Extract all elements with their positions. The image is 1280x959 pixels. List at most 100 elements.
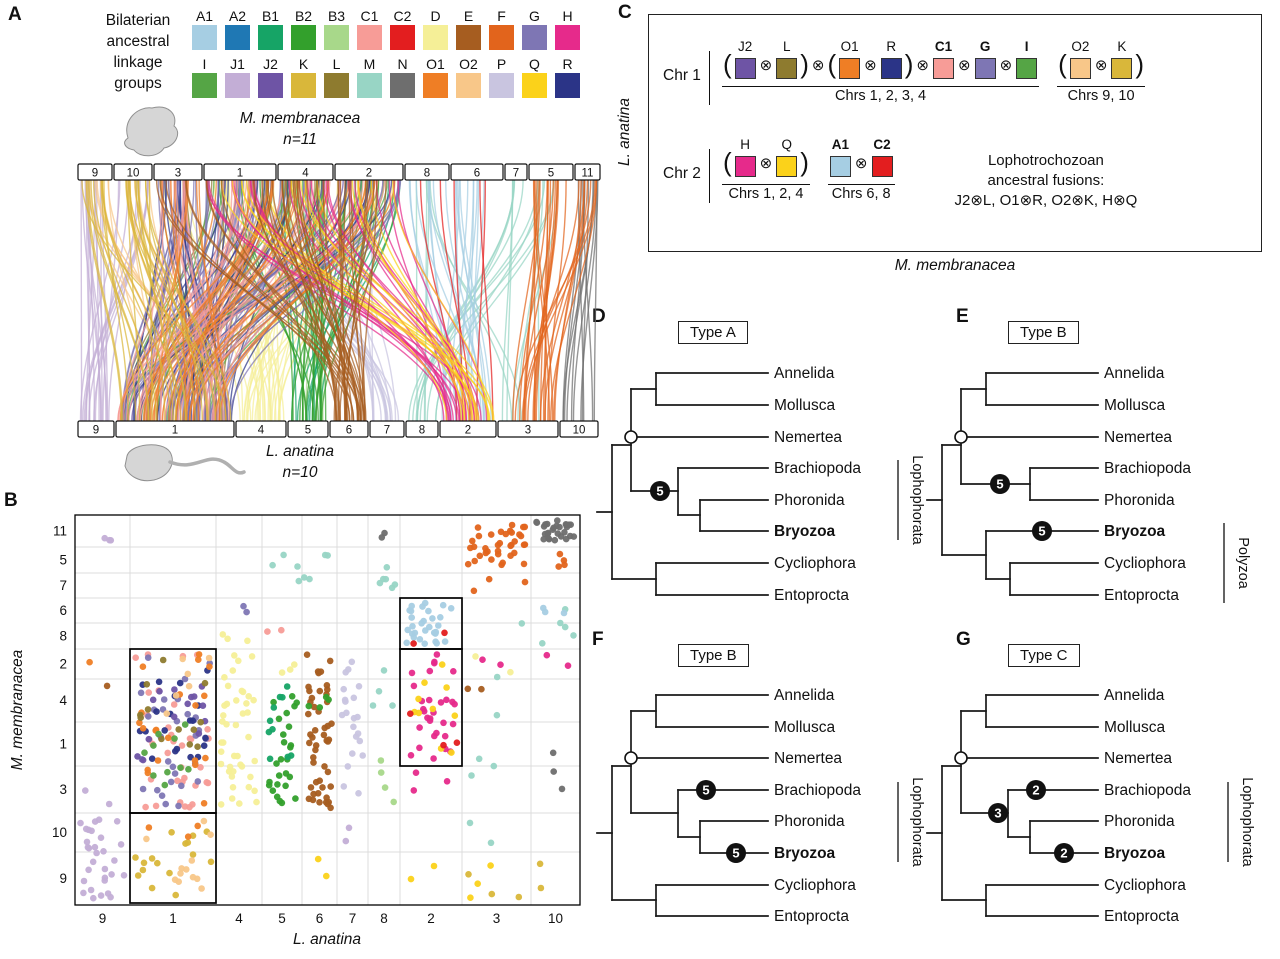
scatter-point xyxy=(154,757,162,764)
alg-token: R xyxy=(880,39,902,79)
legend-item-label: B1 xyxy=(261,8,280,24)
fusion-operator: ⊗ xyxy=(854,155,868,172)
scatter-point xyxy=(205,654,213,662)
scatter-point xyxy=(488,556,495,563)
x-tick-label: 5 xyxy=(278,911,286,926)
chromosome-box xyxy=(203,163,277,181)
scatter-point xyxy=(184,670,192,678)
x-tick-label: 9 xyxy=(99,911,107,926)
scatter-point xyxy=(550,524,557,532)
scatter-point xyxy=(408,669,416,677)
scatter-point xyxy=(319,784,326,791)
scatter-point xyxy=(551,536,559,544)
chromosome-box-label: 7 xyxy=(513,167,519,179)
fusion-tokens: A1 ⊗ C2 xyxy=(828,137,895,177)
scatter-point xyxy=(221,674,228,681)
scatter-point xyxy=(149,696,157,704)
alg-token-swatch xyxy=(1069,58,1091,79)
scatter-point xyxy=(421,640,429,647)
scatter-point xyxy=(185,682,193,690)
paren: ( xyxy=(827,49,837,79)
scatter-point xyxy=(410,634,418,641)
legend-item: A2 xyxy=(225,8,250,50)
scatter-point xyxy=(251,757,258,765)
scatter-point xyxy=(418,620,425,627)
scatter-point xyxy=(479,656,486,663)
scatter-point xyxy=(314,855,322,863)
oxford-dot-plot: 11 5 7 6 8 2 4 1 3 10 9 9 1 4 5 6 7 8 2 3 10 L. anatina M. mem… xyxy=(9,514,581,948)
scatter-point xyxy=(407,710,414,717)
scatter-point xyxy=(97,834,105,841)
chromosome-box-label: 11 xyxy=(582,167,594,179)
scatter-point xyxy=(219,631,227,638)
scatter-point xyxy=(176,679,184,687)
scatter-point xyxy=(204,726,211,733)
chromosome-box xyxy=(77,420,115,438)
synteny-ribbon xyxy=(525,179,538,422)
chromosome-box xyxy=(439,420,497,438)
scatter-point xyxy=(228,795,236,802)
fusion-count-badge xyxy=(1032,521,1052,541)
scatter-point xyxy=(217,801,225,808)
fusion-count-value: 2 xyxy=(1060,846,1067,861)
chromosome-box xyxy=(77,163,113,181)
synteny-ribbon xyxy=(220,179,338,422)
scatter-point xyxy=(345,824,353,832)
scatter-point xyxy=(300,574,308,581)
scatter-point xyxy=(507,552,514,559)
scatter-point xyxy=(310,754,317,761)
chromosome-box xyxy=(153,163,203,181)
scatter-point xyxy=(194,743,201,750)
scatter-point xyxy=(533,518,540,526)
scatter-point xyxy=(344,763,352,770)
synteny-ribbon xyxy=(514,179,596,422)
taxon-label: Brachiopoda xyxy=(774,782,861,799)
legend-item: J2 xyxy=(258,56,283,98)
synteny-ribbon xyxy=(174,179,187,422)
taxon-label: Cycliophora xyxy=(774,877,856,894)
scatter-point xyxy=(192,702,199,709)
taxon-label: Cycliophora xyxy=(1104,555,1186,572)
chromosome-box-label: 10 xyxy=(573,424,586,436)
scatter-point xyxy=(253,798,260,806)
legend-color-swatch xyxy=(324,25,349,50)
fusion-count-value: 5 xyxy=(1038,524,1045,539)
scatter-point xyxy=(150,772,157,779)
fusion-tokens: (H ⊗ Q) xyxy=(722,137,810,177)
scatter-point xyxy=(144,769,152,777)
paren: ) xyxy=(1135,49,1145,79)
fusion-operator: ⊗ xyxy=(759,57,773,74)
scatter-point xyxy=(145,689,152,696)
alg-token: K xyxy=(1111,39,1133,79)
scatter-point xyxy=(309,734,316,741)
scatter-point xyxy=(439,601,447,609)
scatter-point xyxy=(232,721,240,729)
synteny-ribbon xyxy=(135,179,177,422)
alg-token-label: G xyxy=(979,39,991,54)
scatter-point xyxy=(171,876,179,883)
x-tick-label: 8 xyxy=(380,911,388,926)
scatter-point xyxy=(170,713,178,721)
legend-color-swatch xyxy=(192,73,217,98)
alg-token-label: L xyxy=(782,39,791,54)
scatter-point xyxy=(341,696,349,704)
scatter-point xyxy=(543,520,551,528)
scatter-point xyxy=(476,552,484,560)
scatter-point xyxy=(145,735,153,743)
scatter-point xyxy=(448,749,455,756)
scatter-point xyxy=(416,744,423,752)
scatter-point xyxy=(327,804,334,812)
scatter-point xyxy=(251,787,258,795)
synteny-ribbon xyxy=(267,179,365,422)
legend-item: B3 xyxy=(324,8,349,50)
scatter-point xyxy=(310,790,317,798)
synteny-ribbon-plot: 9 10 3 1 4 2 8 6 7 5 11 9 1 4 5 6 7 8 2 3 10 xyxy=(77,106,601,482)
synteny-ribbon xyxy=(445,179,482,422)
scatter-point xyxy=(184,710,191,718)
alg-token-swatch xyxy=(829,156,851,177)
scatter-point xyxy=(243,608,250,616)
scatter-point xyxy=(293,699,301,706)
paren: ( xyxy=(1058,49,1067,79)
alg-token: C2 xyxy=(871,137,893,177)
scatter-point xyxy=(189,851,197,858)
